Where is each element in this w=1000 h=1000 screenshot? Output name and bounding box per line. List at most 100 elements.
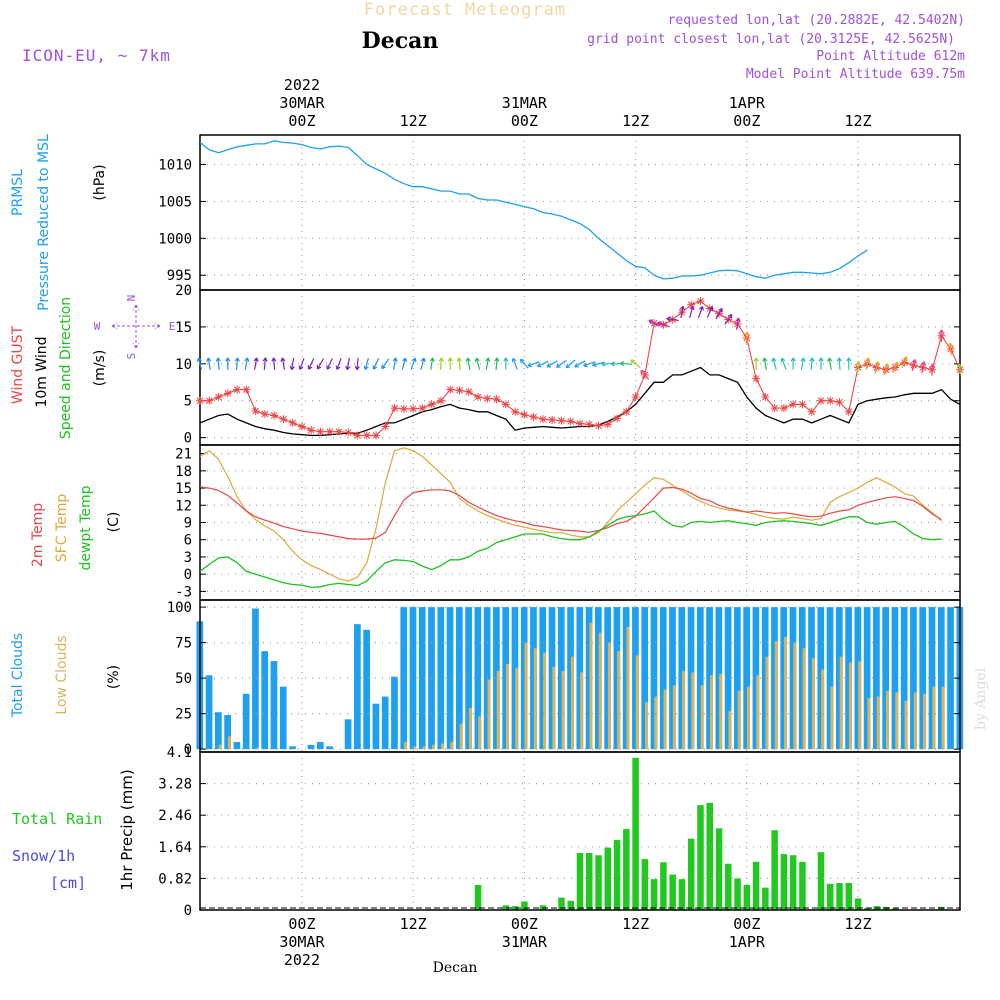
gust-marker bbox=[631, 393, 640, 402]
low-clouds-bar bbox=[746, 686, 750, 750]
low-clouds-bar bbox=[515, 668, 519, 750]
wind-direction-arrow bbox=[465, 357, 471, 370]
y-tick-label: 3.28 bbox=[158, 777, 192, 793]
low-clouds-bar bbox=[839, 656, 843, 750]
point-altitude: Point Altitude 612m bbox=[816, 49, 965, 64]
total-clouds-bar bbox=[947, 607, 954, 750]
wind-direction-arrow bbox=[689, 305, 695, 319]
total-clouds-bar bbox=[326, 746, 333, 750]
low-clouds-bar bbox=[821, 669, 825, 750]
wind-direction-arrow bbox=[206, 357, 212, 370]
time-label-line: 12Z bbox=[400, 915, 427, 933]
low-clouds-bar bbox=[654, 696, 658, 750]
total-clouds-bar bbox=[446, 607, 454, 750]
total-clouds-bar bbox=[233, 742, 241, 750]
total-clouds-bar bbox=[567, 607, 574, 750]
low-clouds-bar bbox=[645, 702, 649, 750]
clouds-panel: 0 25 50 75 100 Total Clouds Low Clouds (%) bbox=[10, 599, 964, 758]
plot-frame bbox=[199, 444, 961, 601]
wind-direction-arrow bbox=[307, 358, 315, 370]
total-clouds-bar bbox=[845, 607, 852, 750]
gust-marker bbox=[196, 396, 204, 405]
model-label: ICON-EU, ~ 7km bbox=[22, 46, 171, 65]
wind-direction-arrow bbox=[215, 357, 221, 370]
y-tick-label: 15 bbox=[175, 320, 192, 336]
total-clouds-bar bbox=[854, 607, 862, 750]
y-tick-label: 15 bbox=[175, 481, 192, 497]
wind-direction-arrow bbox=[874, 361, 880, 374]
wind-direction-arrow bbox=[818, 357, 824, 370]
snow-label: Snow/1h bbox=[12, 847, 75, 865]
precip-bar bbox=[864, 908, 871, 910]
gust-marker bbox=[409, 404, 418, 413]
plot-frame bbox=[199, 134, 961, 291]
precip-bar bbox=[854, 898, 862, 910]
wind-direction-arrow bbox=[697, 306, 704, 318]
total-clouds-bar bbox=[576, 607, 584, 750]
compass-e: E bbox=[169, 320, 176, 333]
total-clouds-bar bbox=[585, 607, 593, 750]
low-clouds-bar bbox=[478, 716, 482, 750]
precip-bar bbox=[650, 879, 658, 910]
wind-direction-arrow bbox=[771, 357, 777, 370]
low-clouds-bar bbox=[431, 744, 435, 750]
gust-marker bbox=[307, 426, 316, 435]
wind-direction-arrow bbox=[640, 369, 650, 380]
y-tick-label: 1.64 bbox=[158, 840, 192, 856]
y-tick-label: 50 bbox=[175, 671, 192, 687]
wind-direction-arrow bbox=[753, 357, 759, 370]
y-tick-label: 995 bbox=[167, 268, 192, 284]
precip-bar bbox=[780, 854, 788, 910]
gust-marker bbox=[594, 421, 603, 430]
y-tick-label: 75 bbox=[175, 636, 192, 652]
gust-marker bbox=[270, 411, 279, 420]
gust-marker bbox=[835, 398, 844, 407]
y-tick-label: 1005 bbox=[158, 194, 192, 210]
wind-direction-arrow bbox=[392, 357, 398, 370]
precip-bar bbox=[845, 883, 853, 910]
time-label-line: 00Z bbox=[733, 112, 760, 130]
total-clouds-bar bbox=[344, 719, 352, 750]
low-clouds-bar bbox=[468, 707, 472, 750]
precip-bar bbox=[836, 883, 843, 910]
low-clouds-bar bbox=[543, 652, 547, 750]
compass-s: S bbox=[125, 353, 138, 360]
low-clouds-bar bbox=[728, 710, 732, 750]
low-clouds-bar bbox=[784, 636, 788, 750]
wind-direction-arrow bbox=[429, 357, 435, 370]
total-clouds-bar bbox=[734, 607, 741, 750]
wind-direction-arrow bbox=[809, 357, 815, 370]
precip-bar bbox=[521, 901, 528, 910]
time-label-line: 31MAR bbox=[502, 94, 548, 112]
gust-marker bbox=[761, 393, 770, 402]
gust-marker bbox=[418, 404, 427, 413]
gust-marker bbox=[501, 400, 510, 409]
total-clouds-bar bbox=[613, 607, 621, 750]
prmsl-label: PRMSL bbox=[10, 169, 26, 216]
gust-marker bbox=[316, 427, 325, 436]
gust-marker bbox=[288, 418, 297, 427]
gust-marker bbox=[770, 404, 779, 413]
precip-bar bbox=[697, 805, 704, 910]
total-clouds-bar bbox=[789, 607, 797, 750]
low-clouds-bar bbox=[450, 742, 454, 750]
time-label-line: 00Z bbox=[511, 915, 538, 933]
precip-bar bbox=[827, 883, 834, 910]
total-clouds-bar bbox=[900, 607, 908, 750]
gust-marker bbox=[464, 387, 473, 396]
pressure-line bbox=[199, 140, 868, 280]
wind-direction-arrow bbox=[234, 357, 240, 370]
total-clouds-bar bbox=[391, 676, 398, 750]
precip-unit-label: 1hr Precip (mm) bbox=[118, 769, 136, 890]
low-clouds-bar bbox=[441, 743, 445, 750]
low-clouds-bar bbox=[617, 651, 621, 750]
time-label-line: 1APR bbox=[729, 933, 766, 951]
wind-direction-arrow bbox=[724, 314, 733, 325]
dewpt-label: dewpt Temp bbox=[78, 485, 94, 570]
total-clouds-bar bbox=[919, 607, 927, 750]
sfc-temp-label: SFC Temp bbox=[54, 494, 70, 563]
wind-direction-arrow bbox=[546, 360, 558, 368]
y-tick-label: 21 bbox=[175, 447, 192, 463]
